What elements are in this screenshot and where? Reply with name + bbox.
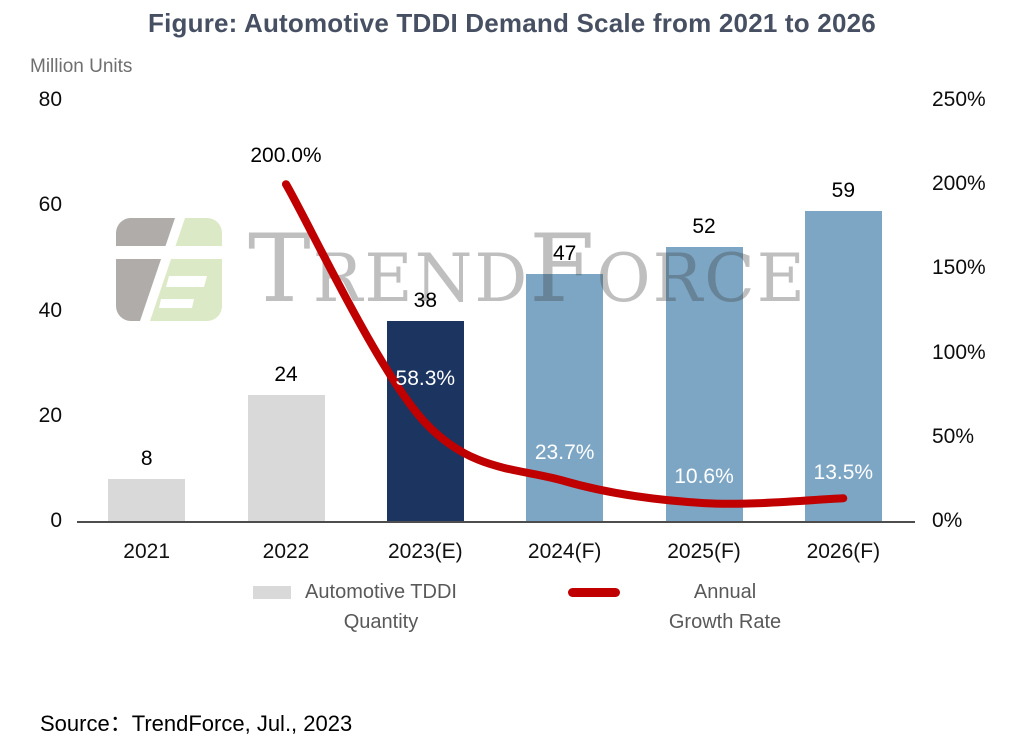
- trendforce-logo-icon: [116, 218, 222, 321]
- legend-quantity-line1: Automotive TDDI: [305, 581, 457, 603]
- y-left-tick-label: 80: [38, 88, 62, 111]
- bar-value-label: 38: [413, 289, 437, 313]
- bar-value-label: 47: [552, 241, 577, 265]
- x-axis-category-label: 2026(F): [806, 540, 881, 563]
- x-axis-category-label: 2024(F): [527, 540, 602, 563]
- y-left-tick-label: 60: [38, 193, 62, 217]
- x-axis-category-label: 2021: [123, 540, 171, 563]
- quantity-bar: [386, 321, 464, 522]
- source-text: Source：TrendForce, Jul., 2023: [40, 711, 353, 736]
- growth-rate-point-label: 200.0%: [250, 144, 322, 168]
- y-right-tick-label: 200%: [932, 172, 986, 196]
- y-right-tick-label: 250%: [932, 88, 986, 111]
- y-right-tick-label: 50%: [932, 424, 975, 448]
- legend-line-swatch: [568, 588, 620, 597]
- quantity-bar: [247, 394, 325, 522]
- quantity-bar: [108, 478, 186, 522]
- legend-bar-swatch: [253, 586, 291, 599]
- y-left-tick-label: 20: [38, 403, 62, 427]
- chart-title: Figure: Automotive TDDI Demand Scale fro…: [148, 8, 876, 38]
- x-axis-category-label: 2023(E): [387, 540, 463, 563]
- y-right-tick-label: 0%: [932, 509, 963, 532]
- x-axis-line: [77, 521, 915, 523]
- growth-rate-point-label: 23.7%: [534, 441, 595, 465]
- x-axis-category-label: 2025(F): [667, 540, 741, 563]
- y-left-tick-label: 0: [50, 509, 62, 532]
- growth-rate-point-label: 58.3%: [395, 366, 456, 390]
- y-left-tick-label: 40: [38, 298, 62, 322]
- legend-growth-line2: Growth Rate: [668, 611, 782, 633]
- bar-value-label: 8: [140, 446, 153, 470]
- y-axis-unit-label: Million Units: [30, 56, 133, 77]
- legend-quantity-line2: Quantity: [343, 611, 419, 633]
- growth-rate-point-label: 13.5%: [813, 461, 874, 485]
- growth-rate-point-label: 10.6%: [674, 465, 734, 489]
- bar-value-label: 52: [692, 215, 716, 239]
- bar-value-label: 59: [831, 178, 855, 202]
- y-right-tick-label: 150%: [932, 256, 986, 280]
- legend-label-growth: Annual Growth Rate: [650, 577, 800, 637]
- y-right-tick-label: 100%: [932, 340, 986, 364]
- bar-value-label: 24: [274, 362, 298, 386]
- legend-growth-line1: Annual: [693, 581, 757, 603]
- x-axis-category-label: 2022: [262, 540, 310, 563]
- legend-label-quantity: Automotive TDDI Quantity: [296, 577, 466, 637]
